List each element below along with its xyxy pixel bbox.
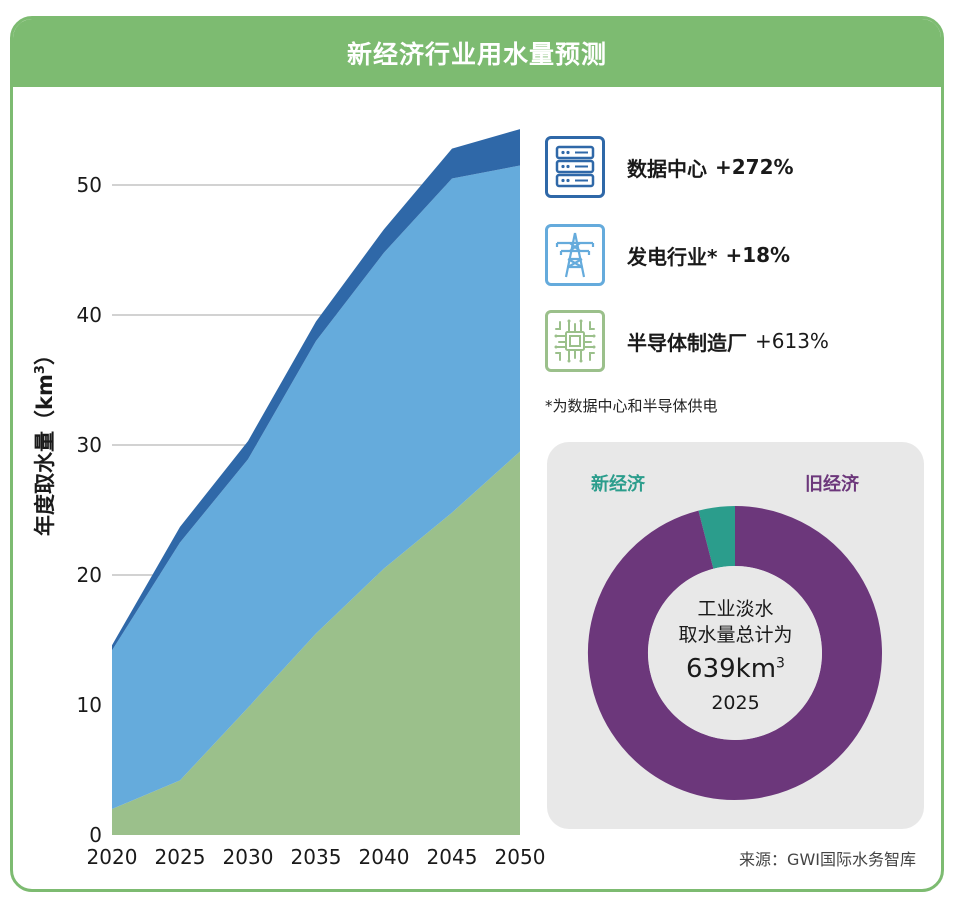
area-series-半导体制造厂 — [112, 451, 520, 835]
legend-item-data-center: 数据中心 +272% — [545, 136, 794, 198]
footnote: *为数据中心和半导体供电 — [545, 397, 718, 415]
source-note: 来源：GWI国际水务智库 — [739, 850, 916, 869]
microchip-icon — [545, 310, 605, 372]
donut-legend-old-economy: 旧经济 — [805, 474, 859, 495]
power-tower-icon — [545, 224, 605, 286]
y-tick-label: 30 — [77, 433, 102, 457]
donut-chart — [588, 506, 882, 800]
x-tick-label: 2030 — [223, 845, 274, 869]
donut-legend-new-economy: 新经济 — [591, 474, 645, 495]
header-bar: 新经济行业用水量预测 — [13, 19, 941, 87]
legend-percent: +613% — [755, 329, 829, 353]
x-tick-label: 2045 — [427, 845, 478, 869]
legend-percent: +18% — [725, 243, 791, 267]
y-tick-label: 10 — [77, 693, 102, 717]
legend-label: 发电行业* — [627, 244, 718, 269]
area-series-发电行业* — [112, 165, 520, 809]
donut-slice-旧经济 — [588, 506, 882, 800]
x-tick-label: 2025 — [155, 845, 206, 869]
x-tick-label: 2050 — [495, 845, 546, 869]
infographic-frame: 新经济行业用水量预测 — [10, 16, 944, 892]
donut-center-line1: 工业淡水 — [697, 598, 774, 620]
legend-label: 半导体制造厂 — [627, 330, 747, 355]
donut-panel: 新经济 旧经济 工业淡水 取水量总计为 639km3 2025 — [547, 442, 924, 829]
legend-label: 数据中心 — [627, 156, 707, 181]
x-tick-label: 2035 — [291, 845, 342, 869]
legend-item-semiconductor: 半导体制造厂 +613% — [545, 310, 829, 372]
x-tick-label: 2020 — [87, 845, 138, 869]
legend-percent: +272% — [715, 155, 794, 179]
donut-slice-新经济 — [698, 506, 736, 569]
server-rack-icon — [545, 136, 605, 198]
y-axis-label: 年度取水量（km3） — [33, 344, 57, 536]
donut-total: 639km3 — [686, 654, 785, 684]
donut-hole — [648, 566, 822, 740]
x-tick-label: 2040 — [359, 845, 410, 869]
y-tick-label: 0 — [89, 823, 102, 847]
y-tick-label: 20 — [77, 563, 102, 587]
donut-center-line2: 取水量总计为 — [678, 624, 793, 646]
page-title: 新经济行业用水量预测 — [346, 40, 607, 69]
y-tick-label: 40 — [77, 303, 102, 327]
legend-item-power: 发电行业* +18% — [545, 224, 790, 286]
y-tick-label: 50 — [77, 173, 102, 197]
donut-year: 2025 — [711, 692, 760, 714]
area-series-layer — [112, 129, 520, 835]
